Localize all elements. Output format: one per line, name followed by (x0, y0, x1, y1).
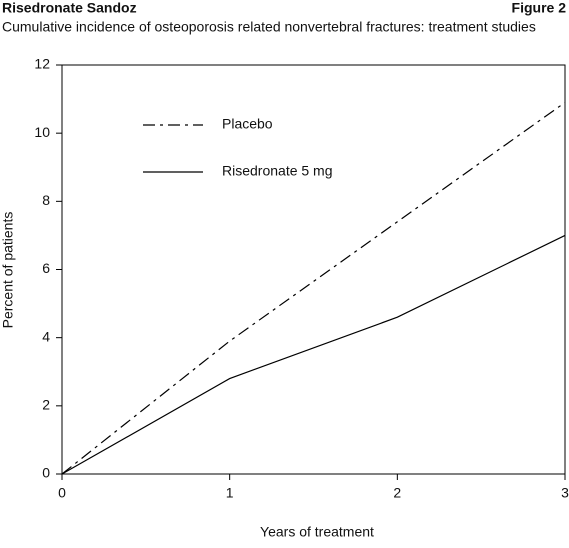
x-tick-label: 2 (393, 485, 401, 501)
legend-label: Placebo (222, 116, 273, 132)
y-tick-label: 0 (42, 465, 50, 481)
y-tick-label: 10 (34, 124, 50, 140)
series-line (61, 102, 566, 475)
chart-subtitle: Cumulative incidence of osteoporosis rel… (2, 19, 536, 35)
y-tick-label: 12 (34, 56, 50, 72)
plot-frame (61, 64, 566, 475)
figure-label: Figure 2 (512, 0, 567, 16)
legend-label: Risedronate 5 mg (222, 163, 333, 179)
x-tick-label: 0 (58, 485, 66, 501)
y-tick-label: 6 (42, 260, 50, 276)
chart-title: Risedronate Sandoz (2, 0, 137, 16)
x-tick-label: 3 (561, 485, 569, 501)
y-tick-label: 8 (42, 192, 50, 208)
x-tick-label: 1 (226, 485, 234, 501)
y-tick-label: 4 (42, 328, 50, 344)
y-axis-label: Percent of patients (0, 212, 16, 329)
y-tick-label: 2 (42, 397, 50, 413)
series-line (61, 234, 566, 475)
x-axis-label: Years of treatment (260, 524, 374, 540)
